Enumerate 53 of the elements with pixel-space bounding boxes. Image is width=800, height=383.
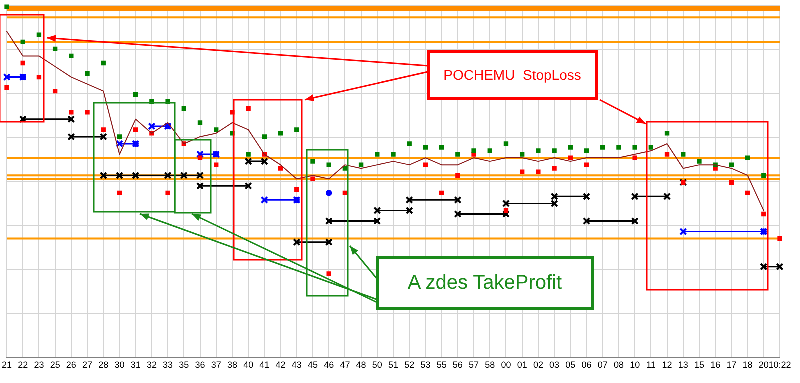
x-tick-label: 57	[469, 360, 480, 370]
callout-box: POCHEMU StopLoss	[427, 50, 598, 100]
x-tick-label: 35	[179, 360, 190, 370]
callout-box: A zdes TakeProfit	[376, 256, 594, 310]
x-tick-label: 23	[34, 360, 44, 370]
x-tick-label: 17	[726, 360, 737, 370]
x-tick-label: 01	[517, 360, 528, 370]
x-tick-label: 05	[566, 360, 576, 370]
x-tick-label: 21	[2, 360, 12, 370]
x-tick-label: 31	[130, 360, 141, 370]
x-tick-label: 46	[324, 360, 334, 370]
x-tick-label: 42	[276, 360, 286, 370]
x-tick-label: 41	[260, 360, 270, 370]
x-tick-label: 18	[742, 360, 753, 370]
x-tick-label: 48	[356, 360, 366, 370]
x-tick-label: 32	[146, 360, 157, 370]
x-tick-label: 11	[646, 360, 656, 370]
x-tick-label: 56	[452, 360, 463, 370]
x-tick-label: 02	[533, 360, 544, 370]
x-tick-label: 47	[340, 360, 350, 370]
x-tick-label: 50	[372, 360, 382, 370]
x-tick-label: 58	[485, 360, 496, 370]
x-tick-label: 33	[163, 360, 174, 370]
annotation: A zdes TakeProfit	[408, 272, 562, 294]
x-tick-label: 53	[420, 360, 431, 370]
x-tick-label: 15	[694, 360, 704, 370]
x-tick-label: 08	[614, 360, 624, 370]
x-tick-label: 13	[678, 360, 688, 370]
x-tick-label: 07	[598, 360, 608, 370]
x-tick-label: 16	[710, 360, 721, 370]
x-tick-label: 06	[582, 360, 592, 370]
x-tick-label: 26	[66, 360, 76, 370]
x-tick-label: 10	[630, 360, 640, 370]
x-tick-label: 00	[501, 360, 512, 370]
annotation: POCHEMU StopLoss	[444, 67, 582, 83]
x-tick-label: 10:22	[768, 360, 792, 370]
x-tick-label: 30	[114, 360, 125, 370]
x-tick-label: 36	[195, 360, 206, 370]
x-tick-label: 43	[292, 360, 302, 370]
x-tick-label: 37	[211, 360, 222, 370]
x-tick-label: 22	[18, 360, 28, 370]
x-tick-label: 38	[227, 360, 238, 370]
x-tick-label: 52	[404, 360, 415, 370]
x-tick-label: 55	[436, 360, 447, 370]
x-tick-label: 27	[82, 360, 93, 370]
x-tick-label: 12	[662, 360, 672, 370]
x-tick-label: 25	[50, 360, 60, 370]
x-tick-label: 40	[244, 360, 254, 370]
x-tick-label: 20	[758, 360, 769, 370]
x-tick-label: 51	[388, 360, 399, 370]
x-tick-label: 28	[98, 360, 109, 370]
x-tick-label: 45	[308, 360, 318, 370]
x-tick-label: 03	[550, 360, 560, 370]
